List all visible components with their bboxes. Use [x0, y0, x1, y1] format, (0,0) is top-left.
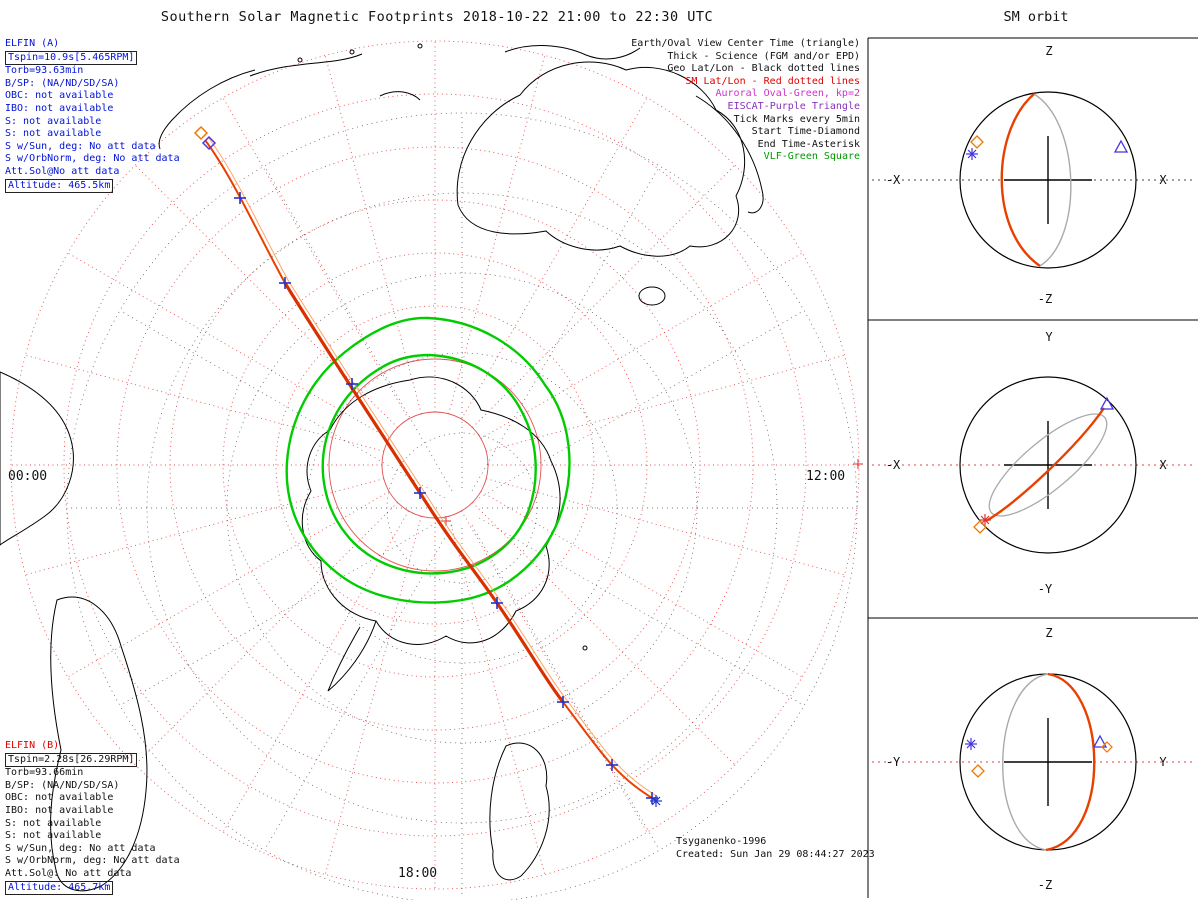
elfin-a-altitude-box: Altitude: 465.5km [5, 178, 114, 194]
panel1-axis-left: -X [885, 173, 901, 187]
elfin-b-header: ELFIN (B) [5, 740, 60, 751]
elfin-b-orbnorm: S w/OrbNorm, deg: No att data [5, 855, 180, 867]
footprint-track-science-thick [283, 282, 565, 703]
legend-geo-grid: Geo Lat/Lon - Black dotted lines [667, 63, 860, 75]
elfin-a-bsp: B/SP: (NA/ND/SD/SA) [5, 77, 120, 89]
panel3-axis-left: -Y [885, 755, 901, 769]
sm-orbit-panel-yz [872, 672, 1196, 852]
elfin-b-tspin: Tspin=2.28s[26.29RPM] [5, 752, 180, 768]
elfin-b-altitude: Altitude: 465.7km [5, 880, 180, 896]
elfin-a-altitude: Altitude: 465.5km [5, 178, 180, 194]
elfin-b-obc: OBC: not available [5, 792, 114, 804]
model-label: Tsyganenko-1996 [676, 836, 767, 847]
created-timestamp: Created: Sun Jan 29 08:44:27 2023 [676, 849, 875, 860]
panel2-axis-left: -X [885, 458, 901, 472]
map-legend: Earth/Oval View Center Time (triangle) T… [631, 38, 860, 164]
elfin-a-torb: Torb=93.63min [5, 65, 84, 77]
elfin-a-obc: OBC: not available [5, 90, 114, 102]
footprint-track [204, 139, 656, 801]
elfin-b-attsol: Att.Sol@: No att data [5, 867, 132, 879]
geo-grid [66, 112, 858, 900]
elfin-a-s1: S: not available [5, 115, 102, 127]
page-title: Southern Solar Magnetic Footprints 2018-… [160, 9, 714, 25]
elfin-a-tspin: Tspin=10.9s[5.465RPM] [5, 50, 180, 66]
mlt-label-1200: 12:00 [806, 469, 846, 484]
legend-end-time: End Time-Asterisk [757, 138, 860, 150]
elfin-b-sun: S w/Sun, deg: No att data [5, 842, 156, 854]
panel3-axis-right: Y [1159, 755, 1167, 769]
elfin-b-s1: S: not available [5, 817, 102, 829]
elfin-a-header: ELFIN (A) [5, 38, 60, 49]
legend-sm-grid: SM Lat/Lon - Red dotted lines [685, 75, 860, 87]
elfin-a-orbnorm: S w/OrbNorm, deg: No att data [5, 153, 180, 165]
panel2-axis-top: Y [1045, 330, 1053, 344]
legend-vlf: VLF-Green Square [763, 151, 860, 163]
mlt-label-1800: 18:00 [398, 866, 438, 881]
legend-eiscat: EISCAT-Purple Triangle [727, 100, 860, 112]
footprint-track-group [204, 136, 659, 801]
sm-orbit-title: SM orbit [1003, 9, 1069, 25]
sm-orbit-panel-xy [872, 376, 1196, 554]
panel1-axis-top: Z [1045, 44, 1053, 58]
end-time-asterisk-marker [650, 795, 662, 807]
auroral-ovals [285, 316, 571, 604]
mlt-label-0000: 00:00 [8, 469, 48, 484]
elfin-b-tspin-box: Tspin=2.28s[26.29RPM] [5, 752, 138, 768]
legend-center-time: Earth/Oval View Center Time (triangle) [631, 38, 860, 49]
elfin-a-tspin-box: Tspin=10.9s[5.465RPM] [5, 50, 138, 66]
panel2-axis-bottom: -Y [1037, 582, 1053, 596]
panel-dividers [867, 37, 1198, 898]
elfin-b-info: ELFIN (B) Tspin=2.28s[26.29RPM] Torb=93.… [5, 740, 180, 896]
panel1-axis-bottom: -Z [1037, 292, 1053, 306]
panel2-axis-right: X [1159, 458, 1167, 472]
legend-tick-marks: Tick Marks every 5min [733, 113, 860, 125]
elfin-b-ibo: IBO: not available [5, 804, 114, 816]
panel3-axis-top: Z [1045, 626, 1053, 640]
elfin-a-s2: S: not available [5, 128, 102, 140]
elfin-b-torb: Torb=93.66min [5, 767, 84, 779]
elfin-a-ibo: IBO: not available [5, 102, 114, 114]
legend-auroral-oval: Auroral Oval-Green, kp=2 [715, 88, 861, 100]
footprint-track-b [207, 136, 659, 798]
elfin-a-info: ELFIN (A) Tspin=10.9s[5.465RPM] Torb=93.… [5, 38, 180, 194]
coastlines [0, 43, 764, 892]
start-time-diamond-markers [193, 125, 217, 151]
elfin-a-attsol: Att.Sol@No att data [5, 165, 120, 177]
panel3-axis-bottom: -Z [1037, 878, 1053, 892]
elfin-b-bsp: B/SP: (NA/ND/SD/SA) [5, 779, 120, 791]
legend-start-time: Start Time-Diamond [751, 126, 860, 138]
elfin-b-altitude-box: Altitude: 465.7km [5, 880, 114, 896]
legend-thick-science: Thick - Science (FGM and/or EPD) [667, 50, 860, 62]
elfin-a-sun: S w/Sun, deg: No att data [5, 140, 156, 152]
sm-grid [10, 40, 863, 890]
track-tick-markers [234, 192, 658, 804]
elfin-b-s2: S: not available [5, 830, 102, 842]
sm-orbit-panel-xz [872, 91, 1196, 269]
panel1-axis-right: X [1159, 173, 1167, 187]
